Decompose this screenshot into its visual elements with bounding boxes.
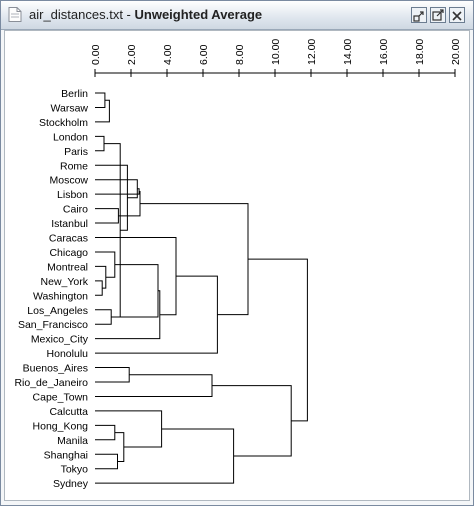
leaf-label: Chicago bbox=[49, 247, 88, 259]
maximize-icon bbox=[432, 9, 444, 21]
leaf-label: Warsaw bbox=[50, 102, 88, 114]
title-method: Unweighted Average bbox=[134, 7, 263, 22]
minimize-icon bbox=[413, 11, 424, 22]
leaf-label: Montreal bbox=[47, 261, 88, 273]
plot-panel: 0.00 2.00 4.00 6.00 8.00 10.00 12.00 14.00 16.00… bbox=[4, 30, 470, 501]
dendrogram-link bbox=[95, 424, 116, 441]
leaf-label: Sydney bbox=[53, 478, 89, 490]
window-title: air_distances.txt - Unweighted Average bbox=[29, 7, 262, 22]
dendrogram-link bbox=[95, 428, 235, 484]
title-separator: - bbox=[122, 7, 135, 22]
dendrogram-link bbox=[95, 179, 138, 199]
leaf-label: New_York bbox=[41, 276, 89, 288]
leaf-label: Los_Angeles bbox=[27, 305, 88, 317]
dendrogram-plot: 0.00 2.00 4.00 6.00 8.00 10.00 12.00 14.00 16.00… bbox=[14, 39, 462, 491]
dendrogram-link bbox=[95, 188, 140, 195]
dendrogram-link bbox=[95, 251, 116, 278]
dendrogram-link bbox=[95, 453, 118, 470]
close-button[interactable] bbox=[449, 7, 465, 23]
axis-tick-label: 12.00 bbox=[306, 39, 318, 65]
title-file: air_distances.txt bbox=[29, 7, 123, 22]
dendrogram-link bbox=[95, 280, 103, 296]
leaf-label: Moscow bbox=[49, 175, 88, 187]
leaf-label: Calcutta bbox=[49, 406, 88, 418]
dendrogram-link bbox=[140, 203, 249, 316]
dendrogram-link bbox=[95, 309, 112, 325]
axis-tick-label: 0.00 bbox=[90, 44, 102, 65]
axis-tick-label: 10.00 bbox=[270, 39, 282, 65]
leaf-label: Rome bbox=[60, 160, 88, 172]
leaf-label: Stockholm bbox=[39, 117, 88, 129]
dendrogram-link bbox=[104, 143, 121, 318]
leaf-label: Cape_Town bbox=[33, 391, 89, 403]
leaf-label: San_Francisco bbox=[18, 319, 88, 331]
axis-tick-label: 18.00 bbox=[414, 39, 426, 65]
leaf-label: Berlin bbox=[61, 88, 88, 100]
dendrogram-link bbox=[95, 265, 107, 289]
dendrogram-link bbox=[118, 190, 141, 217]
axis-tick-label: 16.00 bbox=[378, 39, 390, 65]
dendrogram-link bbox=[95, 410, 163, 448]
leaf-label: Paris bbox=[64, 146, 88, 158]
file-icon bbox=[8, 7, 22, 22]
dendrogram-link bbox=[95, 99, 110, 123]
leaf-label: Mexico_City bbox=[31, 334, 89, 346]
leaf-label: Washington bbox=[33, 290, 88, 302]
leaf-label: Lisbon bbox=[57, 189, 88, 201]
axis-tick-label: 6.00 bbox=[198, 44, 210, 65]
leaf-label: Buenos_Aires bbox=[23, 363, 88, 375]
dendrogram-link bbox=[95, 92, 106, 108]
leaf-label: London bbox=[53, 131, 88, 143]
dendrogram-link bbox=[95, 164, 128, 231]
leaf-label: Istanbul bbox=[51, 218, 88, 230]
leaf-label: Caracas bbox=[49, 233, 88, 245]
dendrogram-link bbox=[111, 264, 159, 318]
title-bar[interactable]: air_distances.txt - Unweighted Average bbox=[1, 1, 473, 30]
dendrogram-link bbox=[95, 367, 130, 383]
dendrogram-link bbox=[248, 258, 308, 422]
close-icon bbox=[452, 11, 462, 21]
dendrogram-link bbox=[95, 275, 218, 354]
dendrogram-link bbox=[95, 237, 177, 316]
dendrogram-link bbox=[212, 385, 292, 457]
axis-tick-label: 14.00 bbox=[342, 39, 354, 65]
leaf-label: Manila bbox=[57, 435, 88, 447]
dendrogram-link bbox=[95, 208, 119, 224]
leaf-label: Cairo bbox=[63, 204, 88, 216]
leaf-label: Hong_Kong bbox=[33, 420, 89, 432]
axis-tick-label: 2.00 bbox=[126, 44, 138, 65]
axis-tick-label: 8.00 bbox=[234, 44, 246, 65]
dendrogram-link bbox=[114, 432, 125, 462]
leaf-label: Shanghai bbox=[44, 449, 88, 461]
dendrogram-link bbox=[95, 135, 105, 152]
leaf-label: Rio_de_Janeiro bbox=[14, 377, 88, 389]
axis-tick-label: 4.00 bbox=[162, 44, 174, 65]
maximize-button[interactable] bbox=[430, 7, 446, 23]
leaf-label: Honolulu bbox=[47, 348, 89, 360]
dendrogram-link bbox=[95, 374, 213, 397]
dendrogram-link bbox=[95, 290, 161, 340]
leaf-label: Tokyo bbox=[61, 464, 89, 476]
minimize-button[interactable] bbox=[411, 7, 427, 23]
axis-tick-label: 20.00 bbox=[450, 39, 462, 65]
